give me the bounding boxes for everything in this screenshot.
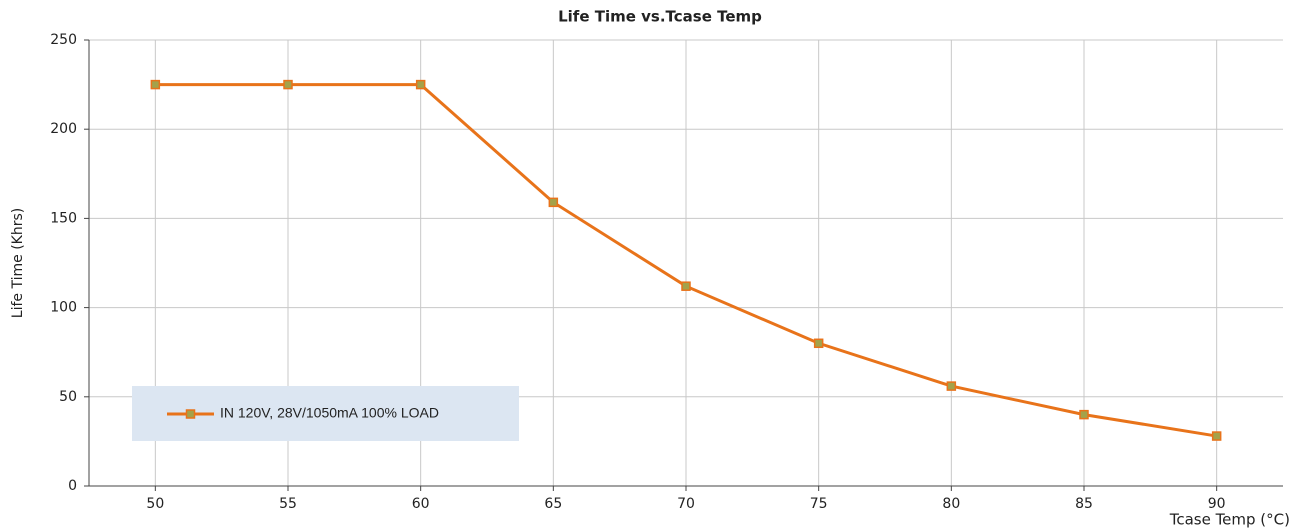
x-tick-label: 70 bbox=[677, 496, 695, 512]
x-tick-label: 85 bbox=[1075, 496, 1093, 512]
y-axis-label: Life Time (Khrs) bbox=[10, 208, 26, 318]
x-axis-label: Tcase Temp (°C) bbox=[1169, 511, 1290, 529]
marker bbox=[946, 381, 957, 391]
x-tick-label: 90 bbox=[1208, 496, 1226, 512]
legend: IN 120V, 28V/1050mA 100% LOAD bbox=[132, 386, 519, 441]
y-tick-label: 100 bbox=[50, 300, 77, 316]
legend-marker bbox=[185, 409, 196, 419]
marker bbox=[415, 79, 426, 90]
x-tick-label: 55 bbox=[279, 496, 297, 512]
marker bbox=[150, 79, 161, 90]
legend-label: IN 120V, 28V/1050mA 100% LOAD bbox=[220, 405, 439, 421]
y-tick-label: 250 bbox=[50, 32, 77, 48]
x-tick-label: 65 bbox=[544, 496, 562, 512]
x-tick-label: 50 bbox=[146, 496, 164, 512]
y-tick-label: 50 bbox=[59, 389, 77, 405]
marker bbox=[1079, 409, 1089, 420]
y-tick-label: 0 bbox=[68, 478, 77, 494]
marker bbox=[1211, 431, 1222, 441]
marker bbox=[548, 197, 559, 208]
y-tick-label: 200 bbox=[50, 121, 77, 137]
x-tick-label: 75 bbox=[810, 496, 828, 512]
x-tick-label: 80 bbox=[942, 496, 960, 512]
chart-title: Life Time vs.Tcase Temp bbox=[558, 8, 762, 26]
marker bbox=[283, 79, 293, 90]
y-tick-label: 150 bbox=[50, 210, 77, 226]
x-tick-label: 60 bbox=[412, 496, 430, 512]
marker bbox=[813, 338, 824, 349]
marker bbox=[681, 281, 691, 291]
